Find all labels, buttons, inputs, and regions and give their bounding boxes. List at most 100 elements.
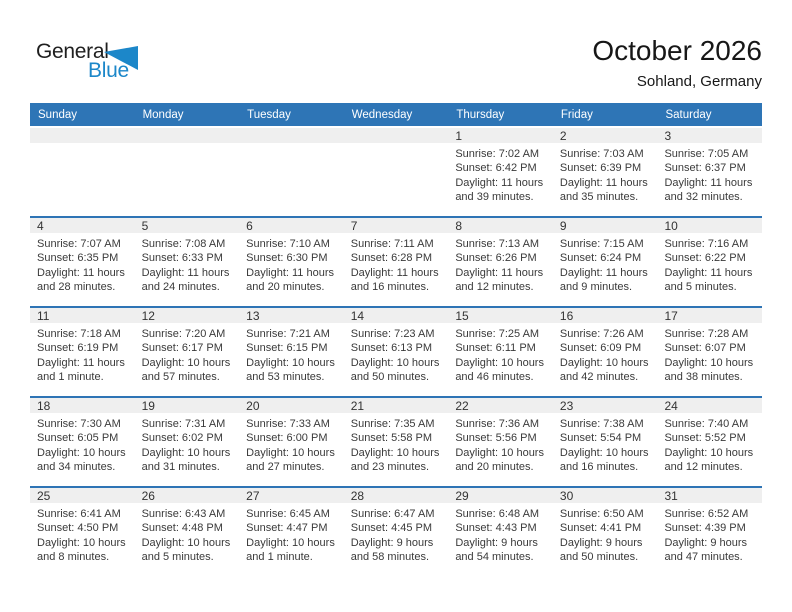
day-info-line: Daylight: 11 hours bbox=[350, 266, 439, 279]
day-number: 20 bbox=[246, 399, 260, 413]
weekday-cell-sunday: Sunday bbox=[38, 108, 78, 121]
week-content: Sunrise: 7:18 AM Sunset: 6:19 PM Daylight:… bbox=[30, 323, 762, 385]
day-info-line: Daylight: 9 hours bbox=[664, 536, 748, 549]
week-row: 11 12 13 14 15 16 17 Sunrise: 7:18 AM Sunset: 6:… bbox=[30, 306, 762, 396]
day-cell: Sunrise: 7:05 AM Sunset: 6:37 PM Daylight:… bbox=[657, 143, 762, 205]
day-number: 2 bbox=[559, 129, 567, 143]
day-info-line: Daylight: 10 hours bbox=[246, 446, 335, 459]
day-info-line: Sunrise: 6:45 AM bbox=[246, 508, 330, 520]
day-info-line: Sunset: 6:33 PM bbox=[141, 252, 223, 265]
day-info-line: and 39 minutes. bbox=[455, 191, 534, 204]
day-number: 16 bbox=[559, 309, 574, 323]
day-info-line: Daylight: 10 hours bbox=[141, 356, 231, 369]
day-info-line: Daylight: 11 hours bbox=[559, 266, 648, 279]
day-number-band: 25 26 27 28 29 30 31 bbox=[30, 488, 762, 503]
day-info-line: and 34 minutes. bbox=[37, 461, 116, 474]
day-info-line: and 42 minutes. bbox=[559, 371, 639, 384]
day-info-line: Sunset: 6:05 PM bbox=[37, 432, 119, 445]
day-number: 22 bbox=[455, 399, 469, 413]
day-cell: Sunrise: 7:25 AM Sunset: 6:11 PM Daylight:… bbox=[448, 323, 553, 385]
day-number-band: 4 5 6 7 8 9 10 bbox=[30, 218, 762, 233]
empty-day-number bbox=[239, 128, 344, 143]
day-info-line: Sunrise: 7:18 AM bbox=[37, 328, 121, 340]
day-info-line: and 24 minutes. bbox=[141, 281, 220, 294]
weekday-header: Sunday Monday Tuesday Wednesday Thursday… bbox=[30, 103, 762, 126]
weekday-cell-friday: Friday bbox=[560, 108, 593, 121]
day-info-line: Sunset: 6:00 PM bbox=[246, 432, 328, 445]
empty-day-number bbox=[344, 128, 449, 143]
day-info-line: Sunrise: 7:38 AM bbox=[559, 418, 644, 430]
general-blue-logo: General Blue bbox=[36, 40, 156, 86]
week-row: 25 26 27 28 29 30 31 Sunrise: 6:41 AM Sunset: 4:… bbox=[30, 486, 762, 576]
day-number: 31 bbox=[664, 489, 678, 503]
day-cell: Sunrise: 7:21 AM Sunset: 6:15 PM Daylight:… bbox=[239, 323, 344, 385]
day-number-band: 18 19 20 21 22 23 24 bbox=[30, 398, 762, 413]
day-info-line: Sunset: 4:39 PM bbox=[664, 522, 746, 535]
day-number: 11 bbox=[37, 309, 50, 323]
day-info-line: Sunset: 6:11 PM bbox=[455, 342, 536, 355]
day-info-line: Daylight: 11 hours bbox=[37, 266, 125, 279]
day-number: 24 bbox=[664, 399, 678, 413]
day-info-line: and 5 minutes. bbox=[664, 281, 737, 294]
day-info-line: and 12 minutes. bbox=[664, 461, 743, 474]
day-info-line: Sunset: 4:43 PM bbox=[455, 522, 537, 535]
day-info-line: and 27 minutes. bbox=[246, 461, 325, 474]
day-info-line: Sunset: 6:24 PM bbox=[559, 252, 642, 265]
day-info-line: and 35 minutes. bbox=[559, 191, 639, 204]
day-cell: Sunrise: 7:07 AM Sunset: 6:35 PM Daylight:… bbox=[30, 233, 135, 295]
day-cell: Sunrise: 7:23 AM Sunset: 6:13 PM Daylight:… bbox=[344, 323, 449, 385]
day-info-line: and 8 minutes. bbox=[37, 551, 110, 564]
weekday-cell-thursday: Thursday bbox=[456, 108, 505, 121]
day-info-line: Sunrise: 7:23 AM bbox=[350, 328, 435, 340]
day-info-line: Daylight: 10 hours bbox=[664, 446, 754, 459]
day-info-line: Sunrise: 7:08 AM bbox=[141, 238, 226, 250]
day-info-line: Sunrise: 7:25 AM bbox=[455, 328, 540, 340]
empty-day-cell bbox=[135, 143, 240, 205]
day-info-line: Sunrise: 6:52 AM bbox=[664, 508, 749, 520]
weekday-cell-saturday: Saturday bbox=[665, 108, 712, 121]
day-cell: Sunrise: 6:50 AM Sunset: 4:41 PM Daylight:… bbox=[553, 503, 658, 565]
day-cell: Sunrise: 7:13 AM Sunset: 6:26 PM Daylight:… bbox=[448, 233, 553, 295]
page-title: October 2026 bbox=[592, 35, 762, 66]
day-number: 17 bbox=[664, 309, 678, 323]
day-info-line: Sunset: 4:41 PM bbox=[559, 522, 642, 535]
day-info-line: and 32 minutes. bbox=[664, 191, 743, 204]
day-info-line: Sunset: 6:28 PM bbox=[350, 252, 433, 265]
day-info-line: Sunrise: 7:02 AM bbox=[455, 148, 540, 160]
day-info-line: Sunset: 6:09 PM bbox=[559, 342, 642, 355]
day-info-line: and 47 minutes. bbox=[664, 551, 743, 564]
day-cell: Sunrise: 7:26 AM Sunset: 6:09 PM Daylight:… bbox=[553, 323, 658, 385]
day-info-line: Sunrise: 7:05 AM bbox=[664, 148, 749, 160]
day-info-line: Sunset: 6:19 PM bbox=[37, 342, 119, 355]
day-cell: Sunrise: 7:08 AM Sunset: 6:33 PM Daylight:… bbox=[135, 233, 240, 295]
day-info-line: Daylight: 10 hours bbox=[246, 536, 335, 549]
week-content: Sunrise: 7:07 AM Sunset: 6:35 PM Daylight:… bbox=[30, 233, 762, 295]
day-cell: Sunrise: 7:02 AM Sunset: 6:42 PM Daylight:… bbox=[448, 143, 553, 205]
day-number: 12 bbox=[141, 309, 155, 323]
day-info-line: Sunrise: 7:10 AM bbox=[246, 238, 330, 250]
day-info-line: and 20 minutes. bbox=[455, 461, 534, 474]
day-info-line: Sunrise: 7:03 AM bbox=[559, 148, 644, 160]
day-info-line: Sunrise: 7:40 AM bbox=[664, 418, 749, 430]
day-number: 26 bbox=[141, 489, 155, 503]
empty-day-cell bbox=[239, 143, 344, 205]
day-info-line: Sunrise: 6:43 AM bbox=[141, 508, 226, 520]
day-info-line: Sunrise: 7:35 AM bbox=[350, 418, 435, 430]
day-cell: Sunrise: 7:38 AM Sunset: 5:54 PM Daylight:… bbox=[553, 413, 658, 475]
day-number: 19 bbox=[141, 399, 155, 413]
day-number-band: 11 12 13 14 15 16 17 bbox=[30, 308, 762, 323]
day-info-line: Daylight: 11 hours bbox=[37, 356, 125, 369]
empty-day-cell bbox=[344, 143, 449, 205]
day-info-line: Daylight: 11 hours bbox=[141, 266, 230, 279]
day-info-line: Sunrise: 7:07 AM bbox=[37, 238, 121, 250]
day-number: 1 bbox=[455, 129, 462, 143]
day-info-line: Daylight: 10 hours bbox=[350, 356, 440, 369]
day-info-line: Sunset: 5:56 PM bbox=[455, 432, 537, 445]
day-info-line: and 16 minutes. bbox=[350, 281, 430, 294]
day-info-line: and 46 minutes. bbox=[455, 371, 534, 384]
weekday-cell-monday: Monday bbox=[142, 108, 184, 121]
day-number: 14 bbox=[350, 309, 365, 323]
day-info-line: and 31 minutes. bbox=[141, 461, 220, 474]
day-cell: Sunrise: 7:31 AM Sunset: 6:02 PM Daylight:… bbox=[135, 413, 240, 475]
page-subtitle: Sohland, Germany bbox=[636, 73, 762, 90]
